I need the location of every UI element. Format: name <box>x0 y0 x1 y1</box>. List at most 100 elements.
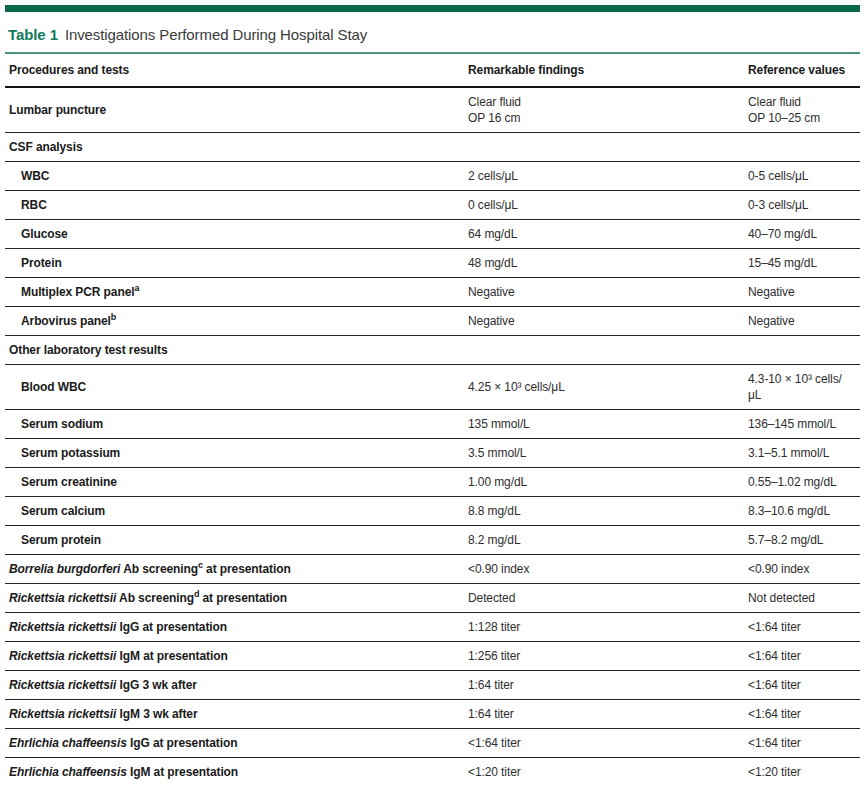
top-accent-bar <box>5 5 860 12</box>
table-caption: Table 1 Investigations Performed During H… <box>5 12 860 52</box>
column-header-reference: Reference values <box>748 54 860 87</box>
row-label: Ehrlichia chaffeensis IgM at presentatio… <box>5 758 468 786</box>
row-finding: <0.90 index <box>468 555 748 584</box>
table-row: Lumbar punctureClear fluidOP 16 cmClear … <box>5 87 860 133</box>
table-row: Ehrlichia chaffeensis IgG at presentatio… <box>5 729 860 758</box>
row-finding: 0 cells/μL <box>468 191 748 220</box>
row-reference: <1:64 titer <box>748 642 860 671</box>
row-label: Blood WBC <box>5 365 468 410</box>
row-reference: 3.1–5.1 mmol/L <box>748 439 860 468</box>
row-finding: Negative <box>468 278 748 307</box>
row-reference: 0-3 cells/μL <box>748 191 860 220</box>
table-row: Rickettsia rickettsii IgG at presentatio… <box>5 613 860 642</box>
table-row: Borrelia burgdorferi Ab screeningc at pr… <box>5 555 860 584</box>
table-row: Arbovirus panelbNegativeNegative <box>5 307 860 336</box>
row-reference: Not detected <box>748 584 860 613</box>
row-label: Lumbar puncture <box>5 87 468 133</box>
section-header-row: Other laboratory test results <box>5 336 860 365</box>
row-finding: 8.2 mg/dL <box>468 526 748 555</box>
header-row: Procedures and tests Remarkable findings… <box>5 54 860 87</box>
row-reference: 0.55–1.02 mg/dL <box>748 468 860 497</box>
row-label: Rickettsia rickettsii IgG 3 wk after <box>5 671 468 700</box>
row-label: Protein <box>5 249 468 278</box>
row-reference: Negative <box>748 307 860 336</box>
table-row: Serum potassium3.5 mmol/L3.1–5.1 mmol/L <box>5 439 860 468</box>
row-reference: 136–145 mmol/L <box>748 410 860 439</box>
column-header-findings: Remarkable findings <box>468 54 748 87</box>
row-label: Serum creatinine <box>5 468 468 497</box>
table-page: Table 1 Investigations Performed During H… <box>0 0 865 786</box>
table-row: Glucose64 mg/dL40–70 mg/dL <box>5 220 860 249</box>
table-row: Rickettsia rickettsii IgM 3 wk after1:64… <box>5 700 860 729</box>
row-label: Arbovirus panelb <box>5 307 468 336</box>
table-row: RBC0 cells/μL0-3 cells/μL <box>5 191 860 220</box>
row-label: RBC <box>5 191 468 220</box>
row-finding: 1:256 titer <box>468 642 748 671</box>
row-label: Rickettsia rickettsii IgM 3 wk after <box>5 700 468 729</box>
section-label: CSF analysis <box>5 133 860 162</box>
row-label: WBC <box>5 162 468 191</box>
row-reference: 5.7–8.2 mg/dL <box>748 526 860 555</box>
table-title: Investigations Performed During Hospital… <box>65 26 367 43</box>
row-label: Multiplex PCR panela <box>5 278 468 307</box>
row-reference: <0.90 index <box>748 555 860 584</box>
column-header-procedures: Procedures and tests <box>5 54 468 87</box>
row-finding: 1:64 titer <box>468 671 748 700</box>
table-row: WBC2 cells/μL0-5 cells/μL <box>5 162 860 191</box>
row-reference: <1:20 titer <box>748 758 860 786</box>
row-reference: 4.3-10 × 10³ cells/μL <box>748 365 860 410</box>
row-finding: <1:20 titer <box>468 758 748 786</box>
row-finding: 1.00 mg/dL <box>468 468 748 497</box>
table-number-label: Table 1 <box>8 26 58 43</box>
row-label: Rickettsia rickettsii Ab screeningd at p… <box>5 584 468 613</box>
row-reference: 8.3–10.6 mg/dL <box>748 497 860 526</box>
row-reference: <1:64 titer <box>748 671 860 700</box>
table-row: Rickettsia rickettsii IgM at presentatio… <box>5 642 860 671</box>
row-label: Rickettsia rickettsii IgG at presentatio… <box>5 613 468 642</box>
row-reference: 40–70 mg/dL <box>748 220 860 249</box>
row-finding: 8.8 mg/dL <box>468 497 748 526</box>
row-label: Serum calcium <box>5 497 468 526</box>
row-label: Borrelia burgdorferi Ab screeningc at pr… <box>5 555 468 584</box>
table-row: Rickettsia rickettsii IgG 3 wk after1:64… <box>5 671 860 700</box>
row-finding: Detected <box>468 584 748 613</box>
row-reference: Negative <box>748 278 860 307</box>
row-reference: 0-5 cells/μL <box>748 162 860 191</box>
row-finding: 3.5 mmol/L <box>468 439 748 468</box>
row-reference: <1:64 titer <box>748 613 860 642</box>
table-body: Lumbar punctureClear fluidOP 16 cmClear … <box>5 87 860 786</box>
row-finding: 64 mg/dL <box>468 220 748 249</box>
row-finding: 1:128 titer <box>468 613 748 642</box>
row-finding: 4.25 × 10³ cells/μL <box>468 365 748 410</box>
row-reference: 15–45 mg/dL <box>748 249 860 278</box>
row-label: Serum potassium <box>5 439 468 468</box>
row-label: Serum sodium <box>5 410 468 439</box>
table-row: Rickettsia rickettsii Ab screeningd at p… <box>5 584 860 613</box>
row-finding: <1:64 titer <box>468 729 748 758</box>
row-finding: 48 mg/dL <box>468 249 748 278</box>
table-row: Ehrlichia chaffeensis IgM at presentatio… <box>5 758 860 786</box>
row-label: Serum protein <box>5 526 468 555</box>
table-row: Serum calcium8.8 mg/dL8.3–10.6 mg/dL <box>5 497 860 526</box>
row-label: Ehrlichia chaffeensis IgG at presentatio… <box>5 729 468 758</box>
row-finding: 1:64 titer <box>468 700 748 729</box>
table-row: Protein48 mg/dL15–45 mg/dL <box>5 249 860 278</box>
row-label: Rickettsia rickettsii IgM at presentatio… <box>5 642 468 671</box>
footnote-marker: b <box>111 312 116 322</box>
row-reference: <1:64 titer <box>748 729 860 758</box>
table-row: Serum sodium135 mmol/L136–145 mmol/L <box>5 410 860 439</box>
table-row: Blood WBC4.25 × 10³ cells/μL4.3-10 × 10³… <box>5 365 860 410</box>
row-finding: Clear fluidOP 16 cm <box>468 87 748 133</box>
table-header: Procedures and tests Remarkable findings… <box>5 54 860 87</box>
table-row: Multiplex PCR panelaNegativeNegative <box>5 278 860 307</box>
table-row: Serum protein8.2 mg/dL5.7–8.2 mg/dL <box>5 526 860 555</box>
row-finding: Negative <box>468 307 748 336</box>
footnote-marker: a <box>134 283 139 293</box>
row-reference: Clear fluidOP 10–25 cm <box>748 87 860 133</box>
row-finding: 135 mmol/L <box>468 410 748 439</box>
row-reference: <1:64 titer <box>748 700 860 729</box>
section-header-row: CSF analysis <box>5 133 860 162</box>
investigations-table: Procedures and tests Remarkable findings… <box>5 54 860 786</box>
table-row: Serum creatinine1.00 mg/dL0.55–1.02 mg/d… <box>5 468 860 497</box>
row-label: Glucose <box>5 220 468 249</box>
